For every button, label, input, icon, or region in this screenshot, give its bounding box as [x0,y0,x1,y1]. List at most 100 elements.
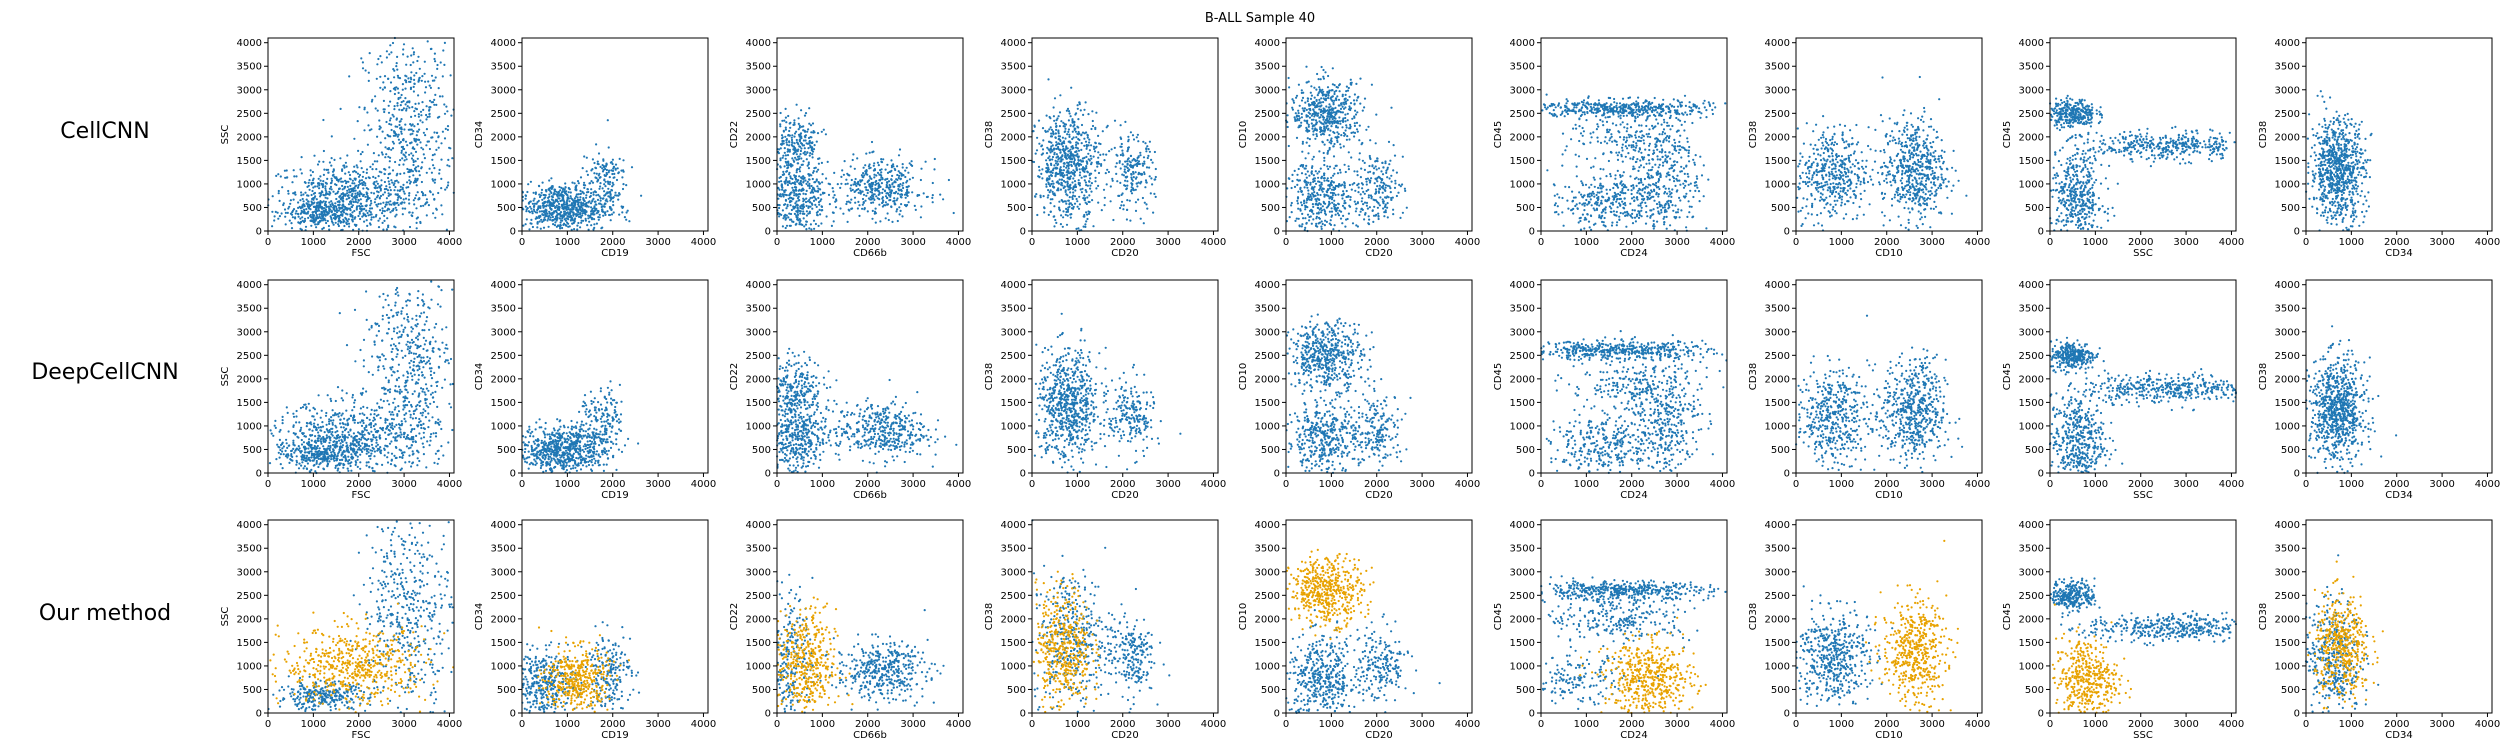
data-point [1333,155,1335,157]
data-point [1058,201,1060,203]
data-point [1078,160,1080,162]
data-point [1124,168,1126,170]
data-point [408,171,410,173]
data-point [793,174,795,176]
data-point [891,179,893,181]
data-point [784,152,786,154]
data-point [1344,117,1346,119]
data-point [609,191,611,193]
data-point [1059,149,1061,151]
data-point [894,203,896,205]
x-tick-label: 2000 [600,237,625,248]
data-point [1067,200,1069,202]
data-point [440,178,442,180]
data-point [412,174,414,176]
data-point [399,127,401,129]
data-point [787,154,789,156]
data-point [580,206,582,208]
data-point [392,209,394,211]
data-point [810,228,812,230]
data-point [889,185,891,187]
data-point [1086,218,1088,220]
data-point [1355,113,1357,115]
data-point [313,193,315,195]
data-point [1061,172,1063,174]
data-point [899,178,901,180]
data-point [340,108,342,110]
data-point [427,80,429,82]
data-point [1327,139,1329,141]
data-point [357,184,359,186]
data-point [592,208,594,210]
data-point [877,162,879,164]
data-point [797,179,799,181]
data-point [400,141,402,143]
data-point [899,172,901,174]
data-point [313,219,315,221]
data-point [850,199,852,201]
data-point [357,215,359,217]
data-point [1052,133,1054,135]
data-point [864,164,866,166]
data-point [1084,179,1086,181]
data-point [1305,130,1307,132]
data-point [1115,173,1117,175]
data-point [304,192,306,194]
data-point [565,225,567,227]
data-point [875,180,877,182]
data-point [1143,222,1145,224]
data-point [809,201,811,203]
data-point [1130,174,1132,176]
data-point [533,198,535,200]
data-point [782,194,784,196]
data-point [1342,94,1344,96]
data-point [1119,162,1121,164]
data-point [1327,86,1329,88]
data-point [1334,120,1336,122]
data-point [1315,225,1317,227]
data-point [424,81,426,83]
scatter-points [1285,66,1408,233]
data-point [918,194,920,196]
data-point [1092,125,1094,127]
data-point [418,129,420,131]
data-point [325,191,327,193]
data-point [348,225,350,227]
data-point [1302,194,1304,196]
data-point [346,213,348,215]
data-point [814,204,816,206]
data-point [1116,180,1118,182]
data-point [1327,188,1329,190]
data-point [1059,152,1061,154]
data-point [369,222,371,224]
data-point [552,212,554,214]
data-point [597,180,599,182]
data-point [1127,136,1129,138]
data-point [1103,189,1105,191]
data-point [608,146,610,148]
data-point [559,217,561,219]
data-point [871,151,873,153]
data-point [374,177,376,179]
data-point [569,213,571,215]
data-point [783,140,785,142]
data-point [1324,71,1326,73]
data-point [432,101,434,103]
data-point [1062,122,1064,124]
data-point [384,137,386,139]
data-point [1313,191,1315,193]
data-point [346,192,348,194]
data-point [582,220,584,222]
data-point [628,220,630,222]
data-point [593,205,595,207]
data-point [854,197,856,199]
data-point [310,225,312,227]
data-point [1333,203,1335,205]
data-point [613,173,615,175]
data-point [782,171,784,173]
data-point [316,198,318,200]
data-point [571,203,573,205]
data-point [1081,124,1083,126]
data-point [1338,133,1340,135]
data-point [1342,215,1344,217]
